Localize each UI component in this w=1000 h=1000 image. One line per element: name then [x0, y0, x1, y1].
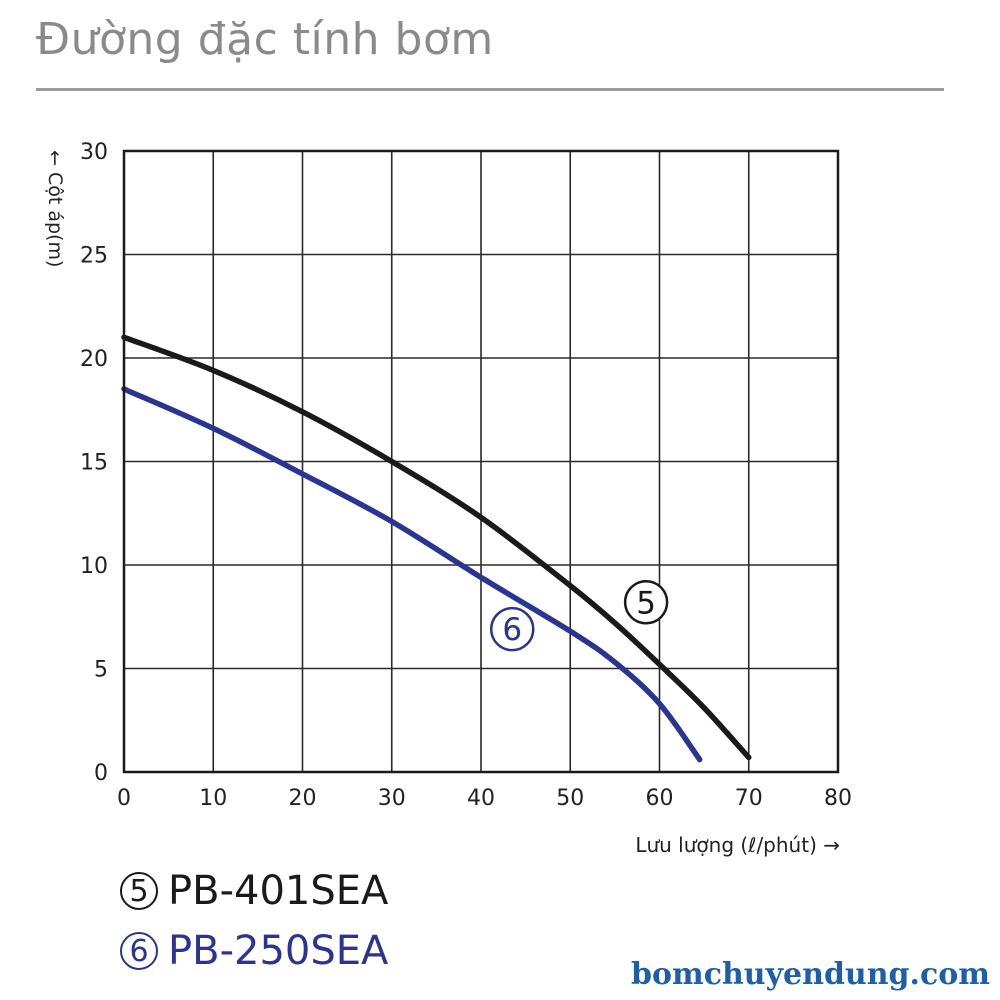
title-divider [36, 88, 944, 91]
y-tick-label: 5 [94, 658, 108, 683]
grid [123, 150, 839, 773]
series-line-pb-401sea [121, 334, 752, 761]
y-tick-label: 0 [94, 761, 108, 786]
series-markers: 56 [489, 580, 669, 652]
legend-item-pb401sea: 5 PB-401SEA [120, 868, 388, 914]
plot-frame [122, 149, 840, 774]
series-marker-label: 6 [502, 612, 522, 648]
y-tick-label: 10 [80, 554, 108, 579]
legend-item-pb250sea: 6 PB-250SEA [120, 928, 388, 974]
series-lines [121, 334, 752, 763]
x-tick-label: 20 [289, 786, 317, 811]
legend-marker-6: 6 [120, 932, 158, 970]
tick-labels: 0 10 20 30 40 50 60 70 80 0 5 10 15 20 25 30 [80, 140, 852, 811]
legend-marker-5: 5 [120, 872, 158, 910]
series-line-pb-250sea [121, 386, 703, 763]
y-tick-label: 20 [80, 347, 108, 372]
x-axis-label: Lưu lượng (ℓ/phút) → [635, 833, 840, 857]
x-tick-label: 60 [646, 786, 674, 811]
series-marker-circle [623, 580, 669, 625]
series-marker-label: 5 [636, 585, 656, 621]
x-tick-label: 30 [378, 786, 406, 811]
x-tick-label: 80 [824, 786, 852, 811]
legend-label-pb401sea: PB-401SEA [168, 868, 389, 914]
x-tick-label: 70 [735, 786, 763, 811]
watermark: bomchuyendung.com [631, 957, 990, 992]
y-axis-label: ← Cột áp(m) [44, 150, 66, 267]
series-marker-5: 5 [623, 580, 669, 625]
y-tick-label: 15 [80, 451, 108, 476]
y-tick-label: 25 [80, 244, 108, 269]
legend-label-pb250sea: PB-250SEA [168, 928, 389, 974]
x-tick-label: 0 [117, 786, 131, 811]
x-tick-label: 10 [199, 786, 227, 811]
x-tick-label: 50 [556, 786, 584, 811]
y-tick-label: 30 [80, 140, 108, 165]
series-marker-circle [489, 606, 535, 652]
x-tick-label: 40 [467, 786, 495, 811]
series-marker-6: 6 [489, 606, 535, 652]
page-title: Đường đặc tính bơm [36, 14, 494, 65]
